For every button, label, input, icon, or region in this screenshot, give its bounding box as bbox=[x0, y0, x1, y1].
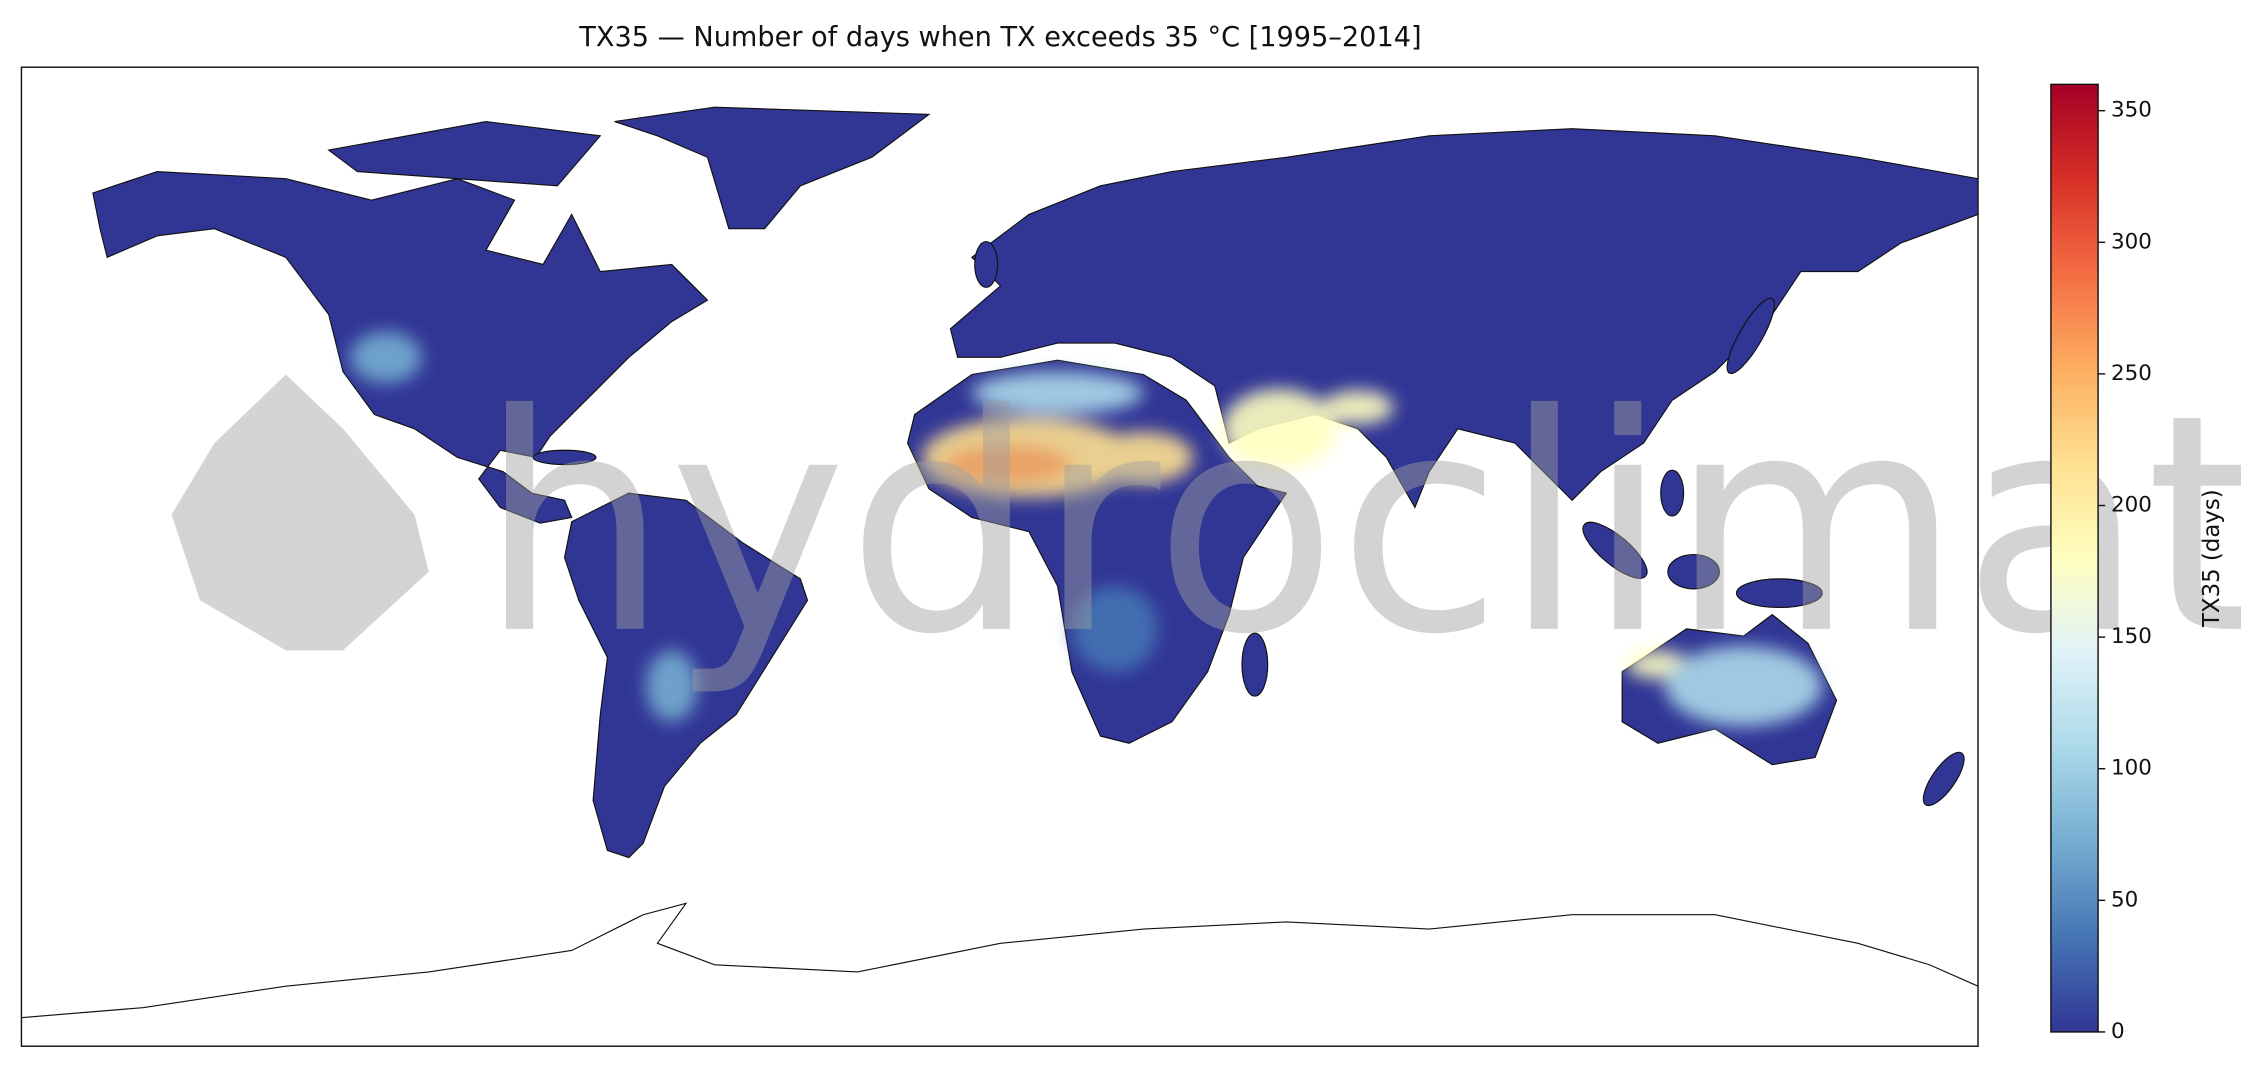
colorbar-tick-label: 50 bbox=[2111, 887, 2138, 912]
colorbar-tick-label: 350 bbox=[2111, 98, 2152, 123]
colorbar-label: TX35 (days) bbox=[2199, 489, 2225, 628]
colorbar-tick-label: 100 bbox=[2111, 756, 2152, 781]
heat-patches bbox=[350, 331, 1823, 727]
colorbar-tick-label: 200 bbox=[2111, 493, 2152, 518]
watermark-text: hydroclimat bbox=[479, 350, 2241, 700]
colorbar-tick-label: 250 bbox=[2111, 361, 2152, 386]
map-title: TX35 — Number of days when TX exceeds 35… bbox=[578, 22, 1421, 53]
antarctica-outline bbox=[21, 902, 1979, 1019]
colorbar-tick-label: 150 bbox=[2111, 624, 2152, 649]
watermark-logo bbox=[171, 374, 429, 651]
colorbar-tick-label: 300 bbox=[2111, 229, 2152, 254]
colorbar-tick-label: 0 bbox=[2111, 1019, 2125, 1044]
colorbar-fill bbox=[2050, 83, 2099, 1033]
watermark: hydroclimat bbox=[171, 350, 2241, 700]
colorbar: 0 50 100 150 200 250 300 350 TX35 (days) bbox=[2050, 83, 2225, 1044]
